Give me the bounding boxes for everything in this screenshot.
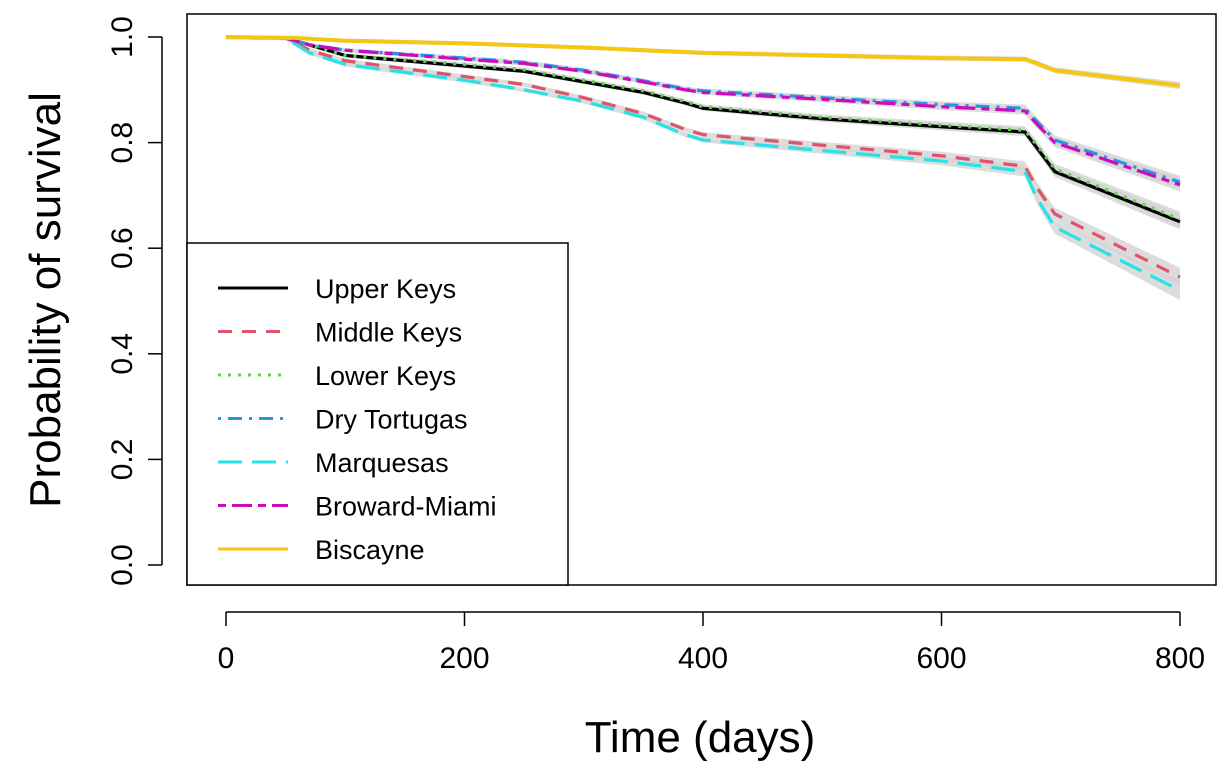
series-line-upper-keys <box>225 35 1181 224</box>
legend-label: Biscayne <box>315 535 425 565</box>
x-axis-title: Time (days) <box>585 713 816 762</box>
y-tick-label: 0.4 <box>106 333 139 375</box>
x-tick-label: 200 <box>439 642 489 675</box>
y-axis-title: Probability of survival <box>21 92 70 508</box>
legend-label: Lower Keys <box>315 361 456 391</box>
legend-box <box>186 242 569 586</box>
confidence-band-0 <box>226 37 1180 230</box>
x-tick-label: 0 <box>218 642 235 675</box>
y-tick-label: 0.2 <box>106 439 139 481</box>
confidence-band-2 <box>226 37 1180 227</box>
legend-label: Marquesas <box>315 448 449 478</box>
series-line-broward-miami <box>225 35 1181 187</box>
y-tick-label: 0.0 <box>106 544 139 586</box>
axes: 0 200 400 600 800 0.0 0.2 0.4 0.6 0.8 1.0 Time (day… <box>21 16 1205 762</box>
legend: Upper Keys Middle Keys Lower Keys Dry Tortu… <box>186 242 569 586</box>
survival-curves <box>225 35 1181 292</box>
confidence-band-3 <box>226 37 1180 189</box>
legend-label: Dry Tortugas <box>315 405 468 435</box>
y-tick-label: 0.6 <box>106 227 139 269</box>
y-tick-label: 0.8 <box>106 122 139 164</box>
series-line-middle-keys <box>225 35 1181 279</box>
legend-label: Upper Keys <box>315 274 456 304</box>
legend-label: Middle Keys <box>315 318 462 348</box>
confidence-band-5 <box>226 37 1180 192</box>
x-tick-label: 600 <box>916 642 966 675</box>
legend-label: Broward-Miami <box>315 492 497 522</box>
y-tick-label: 1.0 <box>106 16 139 58</box>
x-tick-label: 400 <box>678 642 728 675</box>
x-tick-label: 800 <box>1155 642 1205 675</box>
series-line-marquesas <box>225 35 1181 292</box>
confidence-band-4 <box>226 37 1180 301</box>
series-line-biscayne <box>225 35 1181 88</box>
